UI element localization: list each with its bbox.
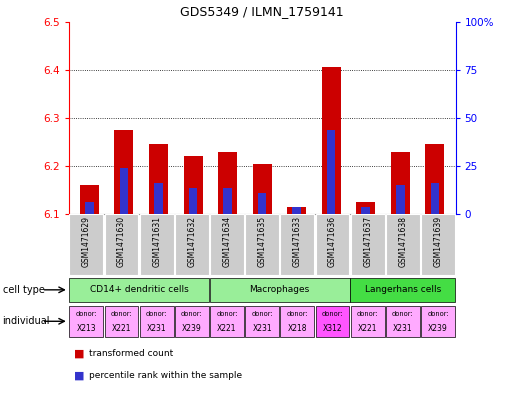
Text: X221: X221 (358, 324, 377, 333)
Text: GSM1471636: GSM1471636 (328, 216, 337, 267)
Text: GSM1471630: GSM1471630 (117, 216, 126, 267)
Text: X231: X231 (147, 324, 166, 333)
Text: GSM1471637: GSM1471637 (363, 216, 372, 267)
Bar (210, 306, 244, 337)
Text: transformed count: transformed count (89, 349, 174, 358)
Bar (210, 278, 350, 301)
Bar (115, 130, 133, 214)
Bar (184, 156, 203, 214)
Bar (69, 306, 103, 337)
Text: donor:: donor: (322, 311, 343, 317)
Text: GSM1471638: GSM1471638 (399, 216, 407, 267)
Bar (210, 214, 244, 275)
Bar (104, 214, 138, 275)
Text: individual: individual (3, 316, 50, 326)
Bar (280, 214, 314, 275)
Bar (361, 207, 370, 214)
Text: donor:: donor: (110, 311, 132, 317)
Bar (316, 306, 349, 337)
Bar (351, 214, 384, 275)
Text: X312: X312 (323, 324, 342, 333)
Text: X239: X239 (428, 324, 448, 333)
Bar (252, 163, 272, 214)
Text: donor:: donor: (75, 311, 97, 317)
Text: GSM1471639: GSM1471639 (434, 216, 442, 267)
Text: ■: ■ (74, 370, 84, 380)
Bar (223, 188, 232, 214)
Text: CD14+ dendritic cells: CD14+ dendritic cells (90, 285, 188, 294)
Bar (69, 214, 103, 275)
Text: X213: X213 (76, 324, 96, 333)
Text: GSM1471632: GSM1471632 (187, 216, 196, 267)
Bar (426, 144, 444, 214)
Text: X221: X221 (111, 324, 131, 333)
Bar (386, 306, 420, 337)
Bar (175, 214, 209, 275)
Text: donor:: donor: (181, 311, 203, 317)
Bar (386, 214, 420, 275)
Bar (149, 144, 168, 214)
Text: donor:: donor: (357, 311, 379, 317)
Bar (287, 207, 306, 214)
Bar (104, 306, 138, 337)
Bar (85, 202, 94, 214)
Text: donor:: donor: (392, 311, 414, 317)
Text: donor:: donor: (427, 311, 449, 317)
Text: GSM1471629: GSM1471629 (82, 216, 91, 267)
Bar (316, 214, 349, 275)
Bar (245, 214, 279, 275)
Bar (218, 152, 237, 214)
Bar (245, 306, 279, 337)
Bar (356, 202, 375, 214)
Text: GSM1471634: GSM1471634 (222, 216, 232, 267)
Text: percentile rank within the sample: percentile rank within the sample (89, 371, 242, 380)
Text: GSM1471633: GSM1471633 (293, 216, 302, 267)
Bar (396, 185, 405, 214)
Bar (421, 306, 455, 337)
Text: X231: X231 (393, 324, 413, 333)
Text: X239: X239 (182, 324, 202, 333)
Bar (322, 67, 341, 214)
Text: X221: X221 (217, 324, 237, 333)
Bar (431, 183, 439, 214)
Bar (140, 306, 174, 337)
Bar (292, 207, 301, 214)
Bar (421, 214, 455, 275)
Bar (189, 188, 197, 214)
Bar (258, 193, 266, 214)
Bar (327, 130, 335, 214)
Text: cell type: cell type (3, 285, 44, 295)
Text: Macrophages: Macrophages (249, 285, 310, 294)
Text: donor:: donor: (251, 311, 273, 317)
Bar (154, 183, 163, 214)
Bar (69, 278, 209, 301)
Title: GDS5349 / ILMN_1759141: GDS5349 / ILMN_1759141 (180, 5, 344, 18)
Text: GSM1471635: GSM1471635 (258, 216, 267, 267)
Bar (120, 169, 128, 214)
Text: donor:: donor: (146, 311, 167, 317)
Bar (350, 278, 455, 301)
Text: Langerhans cells: Langerhans cells (364, 285, 441, 294)
Text: X218: X218 (288, 324, 307, 333)
Text: donor:: donor: (287, 311, 308, 317)
Bar (175, 306, 209, 337)
Text: ■: ■ (74, 349, 84, 359)
Bar (140, 214, 174, 275)
Bar (80, 185, 99, 214)
Text: donor:: donor: (216, 311, 238, 317)
Bar (351, 306, 384, 337)
Bar (280, 306, 314, 337)
Text: GSM1471631: GSM1471631 (152, 216, 161, 267)
Text: X231: X231 (252, 324, 272, 333)
Bar (391, 152, 410, 214)
